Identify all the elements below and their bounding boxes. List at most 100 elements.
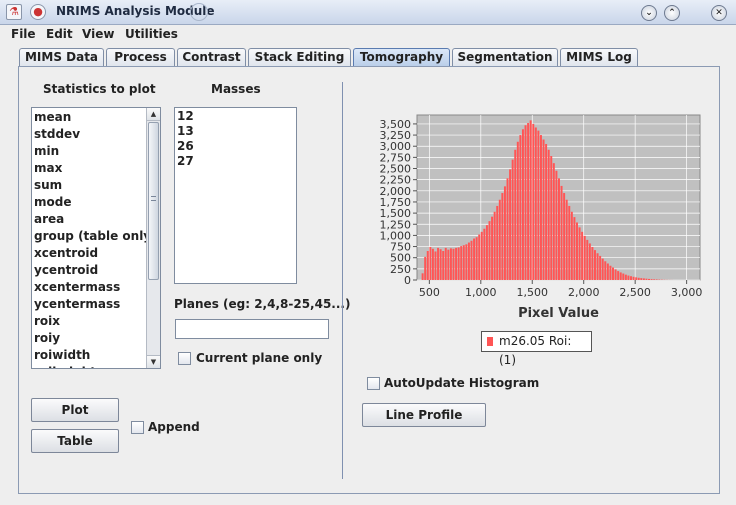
histogram-bar: [429, 247, 432, 280]
statistic-item[interactable]: ycentroid: [34, 263, 99, 277]
histogram-bar: [516, 141, 519, 280]
histogram-bar: [421, 273, 424, 280]
x-axis-label: Pixel Value: [518, 306, 599, 321]
histogram-bar: [470, 240, 473, 280]
histogram-bar: [604, 261, 607, 280]
statistic-item[interactable]: mode: [34, 195, 72, 209]
histogram-bar: [462, 245, 465, 280]
statistic-item[interactable]: min: [34, 144, 60, 158]
statistic-item[interactable]: sum: [34, 178, 63, 192]
y-tick-label: 2,750: [380, 151, 412, 164]
menu-file[interactable]: File: [11, 27, 36, 41]
histogram-bar: [622, 273, 625, 280]
statistic-item[interactable]: roiy: [34, 331, 61, 345]
histogram-bar: [509, 169, 512, 280]
histogram-bar: [532, 123, 535, 280]
histogram-bar: [545, 143, 548, 280]
statistic-item[interactable]: max: [34, 161, 63, 175]
scrollbar-thumb[interactable]: [148, 122, 159, 280]
histogram-bar: [506, 178, 509, 280]
histogram-bar: [496, 205, 499, 280]
statistic-item[interactable]: area: [34, 212, 65, 226]
table-button[interactable]: Table: [31, 429, 119, 453]
tab-segmentation[interactable]: Segmentation: [452, 48, 558, 67]
histogram-bar: [539, 135, 542, 280]
tab-stack-editing[interactable]: Stack Editing: [248, 48, 351, 67]
histogram-bar: [455, 247, 458, 280]
histogram-bar: [485, 225, 488, 280]
append-label: Append: [148, 420, 200, 434]
scroll-up-arrow-icon[interactable]: ▲: [147, 108, 160, 121]
x-tick-label: 3,000: [671, 286, 703, 299]
tab-tomography[interactable]: Tomography: [353, 48, 450, 67]
grip-icon: [151, 196, 156, 201]
statistic-item[interactable]: stddev: [34, 127, 81, 141]
x-tick-label: 2,500: [619, 286, 651, 299]
close-button[interactable]: ✕: [711, 5, 727, 21]
statistic-item[interactable]: xcentroid: [34, 246, 99, 260]
histogram-bar: [568, 205, 571, 280]
plot-button[interactable]: Plot: [31, 398, 119, 422]
histogram-bar: [609, 265, 612, 280]
window-menu-icon[interactable]: ●: [30, 4, 46, 20]
autoupdate-checkbox[interactable]: [367, 377, 380, 390]
histogram-bar: [437, 247, 440, 280]
tab-contrast[interactable]: Contrast: [177, 48, 246, 67]
menu-utilities[interactable]: Utilities: [125, 27, 178, 41]
mass-item[interactable]: 27: [177, 154, 194, 168]
statistic-item[interactable]: mean: [34, 110, 72, 124]
y-tick-label: 1,500: [380, 207, 412, 220]
mass-item[interactable]: 26: [177, 139, 194, 153]
x-tick-label: 2,000: [568, 286, 600, 299]
current-plane-checkbox[interactable]: [178, 352, 191, 365]
histogram-bar: [511, 159, 514, 280]
histogram-bar: [473, 238, 476, 280]
menu-edit[interactable]: Edit: [46, 27, 73, 41]
histogram-bar: [444, 247, 447, 280]
mass-item[interactable]: 12: [177, 109, 194, 123]
statistic-item[interactable]: group (table only): [34, 229, 157, 243]
x-tick-label: 1,500: [517, 286, 549, 299]
tab-mims-data[interactable]: MIMS Data: [19, 48, 104, 67]
statistic-item[interactable]: xcentermass: [34, 280, 121, 294]
legend-label: m26.05 Roi: (1): [499, 334, 572, 367]
mass-item[interactable]: 13: [177, 124, 194, 138]
histogram-bar: [594, 250, 596, 280]
legend-swatch: [487, 337, 493, 346]
statistics-scrollbar[interactable]: ▲ ▼: [146, 108, 160, 368]
histogram-bar: [653, 279, 656, 280]
minimize-button[interactable]: ⌄: [641, 5, 657, 21]
autoupdate-label: AutoUpdate Histogram: [384, 376, 540, 390]
scroll-down-arrow-icon[interactable]: ▼: [147, 355, 160, 368]
histogram-bar: [640, 278, 643, 280]
menu-view[interactable]: View: [82, 27, 115, 41]
histogram-bar: [573, 217, 576, 280]
histogram-bar: [452, 248, 455, 280]
histogram-bar: [467, 242, 470, 280]
y-tick-label: 1,000: [380, 229, 412, 242]
planes-input[interactable]: [175, 319, 329, 339]
histogram-bar: [612, 267, 614, 280]
histogram-bar: [588, 243, 591, 280]
histogram-bar: [550, 156, 553, 280]
app-icon: ⚗: [6, 4, 22, 20]
statistics-label: Statistics to plot: [43, 82, 156, 96]
histogram-bar: [426, 251, 429, 280]
histogram-bar: [575, 222, 578, 280]
tab-process[interactable]: Process: [106, 48, 175, 67]
tab-mims-log[interactable]: MIMS Log: [560, 48, 638, 67]
y-tick-label: 250: [390, 263, 411, 276]
line-profile-button[interactable]: Line Profile: [362, 403, 486, 427]
statistic-item[interactable]: roix: [34, 314, 61, 328]
statistic-item[interactable]: roiwidth: [34, 348, 91, 362]
masses-list[interactable]: 12 13 26 27: [174, 107, 297, 284]
histogram-bar: [632, 276, 635, 280]
statistic-item[interactable]: roiheight: [32, 364, 160, 368]
statistics-list[interactable]: mean stddev min max sum mode area group (table …: [31, 107, 161, 369]
histogram-bar: [527, 123, 530, 280]
statistic-item[interactable]: ycentermass: [34, 297, 121, 311]
histogram-bar: [599, 255, 602, 280]
append-checkbox[interactable]: [131, 421, 144, 434]
maximize-button[interactable]: ⌃: [664, 5, 680, 21]
histogram-bar: [465, 244, 468, 280]
